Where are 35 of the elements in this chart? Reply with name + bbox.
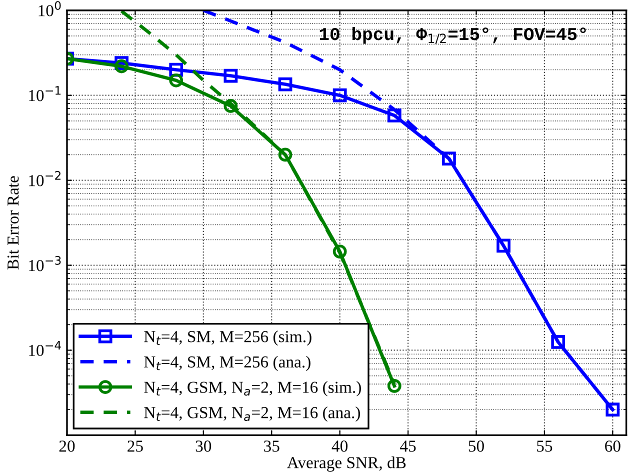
annotation: 10 bpcu, Φ$_{1/2}$=15°, FOV=45° (320, 26, 586, 44)
point (551, 335, 566, 349)
x-axis-title: Average SNR, dB (287, 456, 406, 472)
point (224, 99, 238, 113)
point (332, 88, 347, 102)
x-tick-label: 20 (59, 440, 75, 452)
point (606, 402, 620, 417)
point (442, 152, 456, 166)
x-tick-label: 45 (400, 440, 416, 452)
x-tick-label: 55 (537, 440, 552, 452)
point (387, 108, 402, 122)
legend-label: N$_{t}$=4, SM, M=256 (ana.) (144, 356, 310, 371)
legend-label: N$_{t}$=4, GSM, N$_{a}$=2, M=16 (ana.) (144, 406, 360, 422)
y-tick-label: 10$^{−3}$ (29, 256, 61, 272)
x-tick-label: 35 (264, 440, 280, 452)
y-tick-label: 10$^{0}$ (38, 1, 61, 16)
x-tick-label: 50 (468, 440, 484, 452)
x-tick-label: 40 (332, 440, 348, 452)
point (387, 378, 402, 393)
point (278, 77, 292, 92)
legend-label: N$_{t}$=4, GSM, N$_{a}$=2, M=16 (sim.) (144, 381, 361, 396)
point (496, 238, 510, 253)
legend-label: N$_{t}$=4, SM, M=256 (sim.) (144, 330, 312, 346)
x-tick-label: 30 (196, 440, 212, 452)
point (332, 244, 347, 258)
y-tick-label: 10$^{−1}$ (29, 86, 61, 102)
y-tick-label: 10$^{−4}$ (29, 341, 61, 356)
point (114, 59, 129, 74)
point (278, 148, 292, 162)
point (224, 68, 238, 83)
point (169, 73, 184, 88)
y-tick-label: 10$^{−2}$ (29, 171, 60, 186)
y-axis-title: Bit Error Rate (7, 176, 19, 270)
x-tick-label: 25 (128, 440, 143, 452)
x-tick-label: 60 (605, 440, 620, 452)
